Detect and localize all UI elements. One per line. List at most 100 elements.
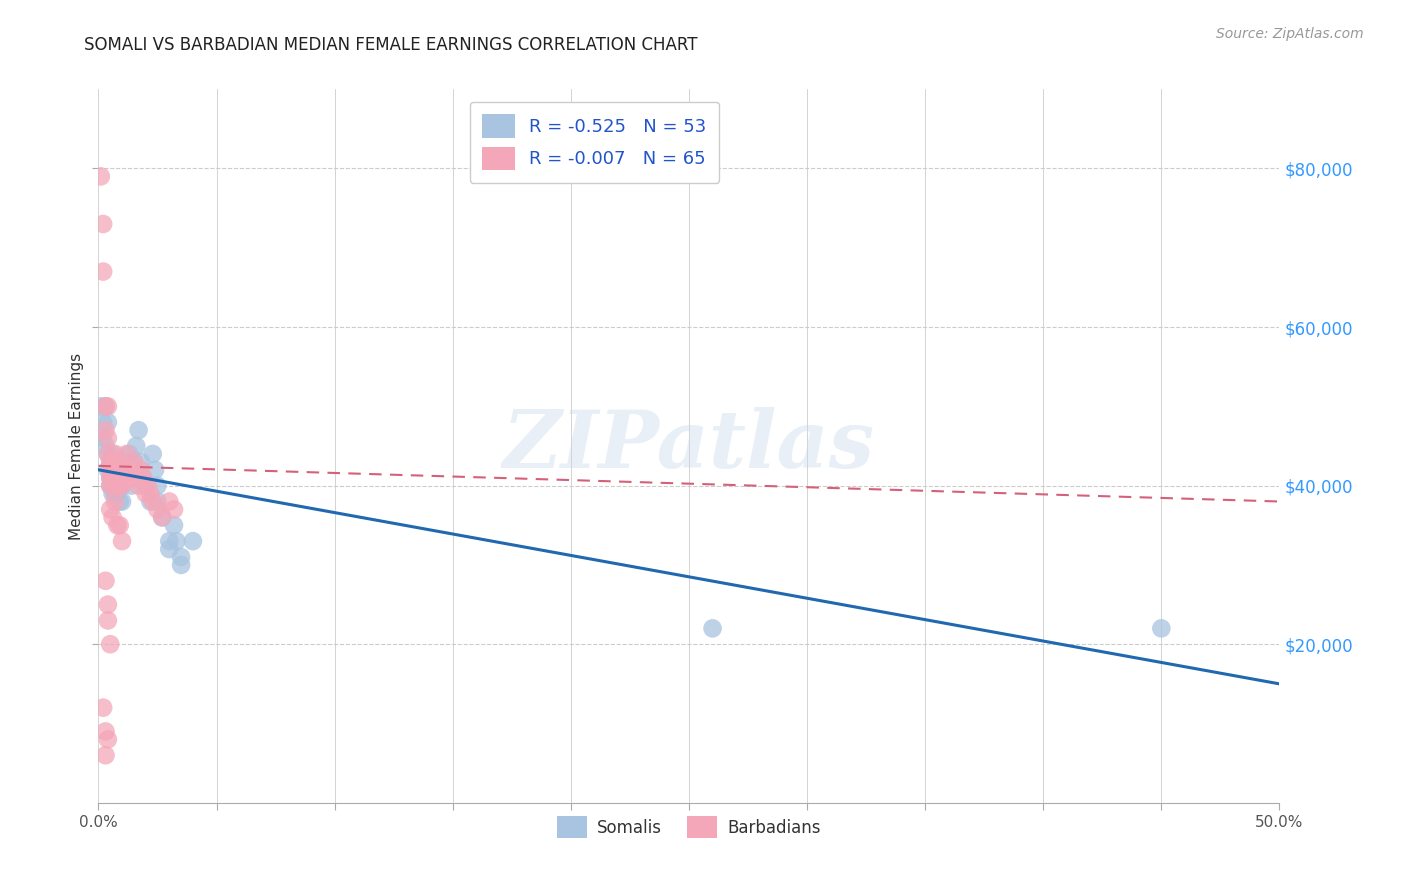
Point: [98, 463, 121, 477]
Point: [121, 478, 143, 492]
Point: [150, 510, 173, 524]
Point: [97, 447, 120, 461]
Point: [101, 463, 124, 477]
Point: [146, 478, 169, 492]
Point: [132, 471, 155, 485]
Point: [98, 455, 121, 469]
Point: [170, 549, 193, 564]
Point: [97, 598, 120, 612]
Point: [118, 463, 141, 477]
Point: [128, 423, 150, 437]
Point: [97, 415, 120, 429]
Point: [98, 478, 121, 492]
Point: [104, 447, 127, 461]
Point: [136, 478, 159, 492]
Point: [105, 455, 128, 469]
Point: [97, 614, 120, 628]
Point: [139, 494, 162, 508]
Point: [146, 502, 169, 516]
Point: [118, 471, 141, 485]
Point: [142, 494, 165, 508]
Point: [90, 400, 112, 414]
Point: [122, 455, 145, 469]
Point: [105, 455, 128, 469]
Point: [104, 455, 127, 469]
Point: [122, 463, 145, 477]
Point: [146, 494, 169, 508]
Point: [104, 471, 127, 485]
Point: [150, 510, 173, 524]
Text: SOMALI VS BARBADIAN MEDIAN FEMALE EARNINGS CORRELATION CHART: SOMALI VS BARBADIAN MEDIAN FEMALE EARNIN…: [84, 36, 697, 54]
Point: [105, 463, 128, 477]
Point: [115, 455, 138, 469]
Point: [143, 463, 166, 477]
Point: [104, 494, 127, 508]
Point: [90, 169, 112, 184]
Point: [101, 471, 124, 485]
Point: [94, 423, 117, 437]
Point: [181, 534, 204, 549]
Point: [111, 463, 134, 477]
Point: [157, 534, 180, 549]
Point: [108, 471, 131, 485]
Point: [163, 518, 186, 533]
Point: [101, 455, 124, 469]
Point: [157, 542, 180, 557]
Point: [91, 415, 114, 429]
Point: [104, 471, 127, 485]
Point: [98, 637, 121, 651]
Point: [104, 463, 127, 477]
Point: [112, 471, 135, 485]
Point: [98, 471, 121, 485]
Point: [170, 558, 193, 572]
Point: [101, 478, 124, 492]
Point: [101, 510, 124, 524]
Point: [111, 471, 134, 485]
Point: [101, 455, 124, 469]
Point: [98, 502, 121, 516]
Point: [111, 534, 134, 549]
Point: [108, 478, 131, 492]
Point: [702, 621, 724, 635]
Point: [104, 486, 127, 500]
Point: [125, 471, 148, 485]
Point: [112, 471, 135, 485]
Point: [111, 463, 134, 477]
Point: [91, 264, 114, 278]
Point: [108, 518, 131, 533]
Point: [112, 463, 135, 477]
Point: [129, 463, 152, 477]
Point: [97, 431, 120, 445]
Point: [105, 471, 128, 485]
Text: ZIPatlas: ZIPatlas: [503, 408, 875, 484]
Point: [98, 478, 121, 492]
Point: [139, 486, 162, 500]
Point: [94, 724, 117, 739]
Point: [101, 486, 124, 500]
Point: [94, 574, 117, 588]
Point: [115, 447, 138, 461]
Point: [105, 478, 128, 492]
Point: [128, 478, 150, 492]
Point: [115, 463, 138, 477]
Point: [122, 471, 145, 485]
Y-axis label: Median Female Earnings: Median Female Earnings: [69, 352, 84, 540]
Point: [97, 400, 120, 414]
Point: [97, 463, 120, 477]
Point: [108, 494, 131, 508]
Point: [94, 400, 117, 414]
Legend: Somalis, Barbadians: Somalis, Barbadians: [551, 810, 827, 845]
Point: [101, 447, 124, 461]
Point: [125, 439, 148, 453]
Point: [105, 486, 128, 500]
Point: [118, 447, 141, 461]
Point: [135, 478, 157, 492]
Point: [97, 447, 120, 461]
Point: [108, 478, 131, 492]
Point: [108, 463, 131, 477]
Point: [105, 471, 128, 485]
Point: [104, 463, 127, 477]
Point: [163, 502, 186, 516]
Point: [118, 463, 141, 477]
Point: [111, 478, 134, 492]
